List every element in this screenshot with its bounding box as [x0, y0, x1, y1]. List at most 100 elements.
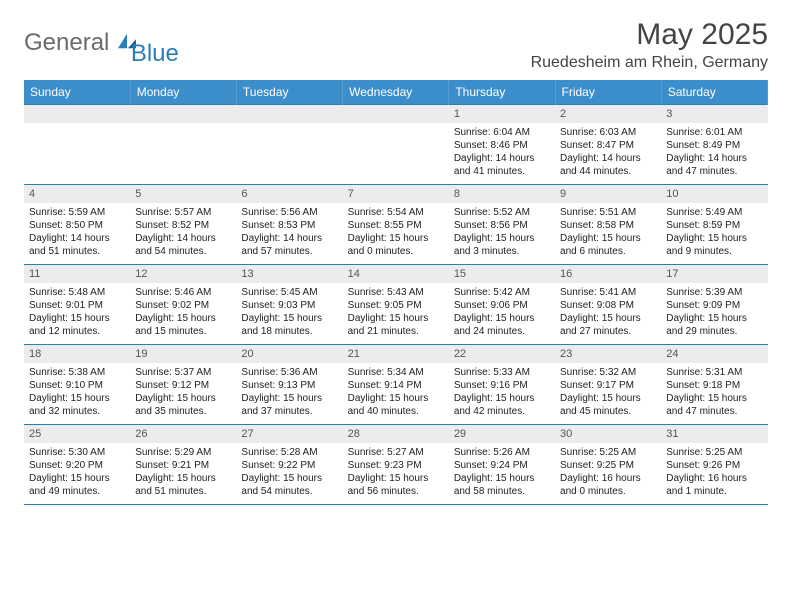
calendar-day-cell: 26Sunrise: 5:29 AMSunset: 9:21 PMDayligh…	[130, 425, 236, 505]
weekday-header: Saturday	[661, 80, 767, 105]
day-number: 20	[236, 345, 342, 363]
day-number: 18	[24, 345, 130, 363]
calendar-day-cell: 16Sunrise: 5:41 AMSunset: 9:08 PMDayligh…	[555, 265, 661, 345]
day-data: Sunrise: 5:54 AMSunset: 8:55 PMDaylight:…	[343, 203, 449, 264]
calendar-day-cell: 27Sunrise: 5:28 AMSunset: 9:22 PMDayligh…	[236, 425, 342, 505]
day-data	[343, 123, 449, 184]
day-number: 2	[555, 105, 661, 123]
day-data: Sunrise: 6:04 AMSunset: 8:46 PMDaylight:…	[449, 123, 555, 184]
calendar-day-cell: 5Sunrise: 5:57 AMSunset: 8:52 PMDaylight…	[130, 185, 236, 265]
weekday-header: Sunday	[24, 80, 130, 105]
day-number: 15	[449, 265, 555, 283]
calendar-day-cell: 20Sunrise: 5:36 AMSunset: 9:13 PMDayligh…	[236, 345, 342, 425]
day-number: 12	[130, 265, 236, 283]
calendar-day-cell: 30Sunrise: 5:25 AMSunset: 9:25 PMDayligh…	[555, 425, 661, 505]
calendar-day-cell: 8Sunrise: 5:52 AMSunset: 8:56 PMDaylight…	[449, 185, 555, 265]
weekday-header: Thursday	[449, 80, 555, 105]
day-data: Sunrise: 6:01 AMSunset: 8:49 PMDaylight:…	[661, 123, 767, 184]
day-number: 19	[130, 345, 236, 363]
title-block: May 2025 Ruedesheim am Rhein, Germany	[531, 18, 768, 72]
day-data: Sunrise: 5:52 AMSunset: 8:56 PMDaylight:…	[449, 203, 555, 264]
day-data	[236, 123, 342, 184]
calendar-week-row: 1Sunrise: 6:04 AMSunset: 8:46 PMDaylight…	[24, 105, 768, 185]
day-data: Sunrise: 5:38 AMSunset: 9:10 PMDaylight:…	[24, 363, 130, 424]
day-data: Sunrise: 5:26 AMSunset: 9:24 PMDaylight:…	[449, 443, 555, 504]
day-number: 16	[555, 265, 661, 283]
calendar-day-cell: 4Sunrise: 5:59 AMSunset: 8:50 PMDaylight…	[24, 185, 130, 265]
location-text: Ruedesheim am Rhein, Germany	[531, 54, 768, 72]
calendar-day-cell	[130, 105, 236, 185]
day-number: 14	[343, 265, 449, 283]
day-data: Sunrise: 5:36 AMSunset: 9:13 PMDaylight:…	[236, 363, 342, 424]
day-number: 17	[661, 265, 767, 283]
day-number: 5	[130, 185, 236, 203]
calendar-day-cell: 23Sunrise: 5:32 AMSunset: 9:17 PMDayligh…	[555, 345, 661, 425]
month-title: May 2025	[531, 18, 768, 52]
day-data: Sunrise: 5:31 AMSunset: 9:18 PMDaylight:…	[661, 363, 767, 424]
day-number: 7	[343, 185, 449, 203]
day-data: Sunrise: 5:33 AMSunset: 9:16 PMDaylight:…	[449, 363, 555, 424]
day-data: Sunrise: 6:03 AMSunset: 8:47 PMDaylight:…	[555, 123, 661, 184]
day-data: Sunrise: 5:25 AMSunset: 9:26 PMDaylight:…	[661, 443, 767, 504]
day-number	[343, 105, 449, 123]
day-number: 31	[661, 425, 767, 443]
day-data: Sunrise: 5:59 AMSunset: 8:50 PMDaylight:…	[24, 203, 130, 264]
calendar-day-cell: 21Sunrise: 5:34 AMSunset: 9:14 PMDayligh…	[343, 345, 449, 425]
day-number: 4	[24, 185, 130, 203]
day-number: 6	[236, 185, 342, 203]
calendar-day-cell: 11Sunrise: 5:48 AMSunset: 9:01 PMDayligh…	[24, 265, 130, 345]
day-data: Sunrise: 5:34 AMSunset: 9:14 PMDaylight:…	[343, 363, 449, 424]
calendar-day-cell: 15Sunrise: 5:42 AMSunset: 9:06 PMDayligh…	[449, 265, 555, 345]
day-number	[24, 105, 130, 123]
calendar-day-cell: 9Sunrise: 5:51 AMSunset: 8:58 PMDaylight…	[555, 185, 661, 265]
day-number: 24	[661, 345, 767, 363]
day-number: 21	[343, 345, 449, 363]
day-data: Sunrise: 5:45 AMSunset: 9:03 PMDaylight:…	[236, 283, 342, 344]
day-data: Sunrise: 5:48 AMSunset: 9:01 PMDaylight:…	[24, 283, 130, 344]
calendar-day-cell: 17Sunrise: 5:39 AMSunset: 9:09 PMDayligh…	[661, 265, 767, 345]
day-number: 27	[236, 425, 342, 443]
day-data: Sunrise: 5:30 AMSunset: 9:20 PMDaylight:…	[24, 443, 130, 504]
calendar-day-cell: 6Sunrise: 5:56 AMSunset: 8:53 PMDaylight…	[236, 185, 342, 265]
weekday-header: Wednesday	[343, 80, 449, 105]
day-number: 11	[24, 265, 130, 283]
day-number: 22	[449, 345, 555, 363]
calendar-week-row: 11Sunrise: 5:48 AMSunset: 9:01 PMDayligh…	[24, 265, 768, 345]
day-data: Sunrise: 5:46 AMSunset: 9:02 PMDaylight:…	[130, 283, 236, 344]
day-data: Sunrise: 5:51 AMSunset: 8:58 PMDaylight:…	[555, 203, 661, 264]
calendar-day-cell: 2Sunrise: 6:03 AMSunset: 8:47 PMDaylight…	[555, 105, 661, 185]
calendar-week-row: 4Sunrise: 5:59 AMSunset: 8:50 PMDaylight…	[24, 185, 768, 265]
day-number	[236, 105, 342, 123]
day-data: Sunrise: 5:25 AMSunset: 9:25 PMDaylight:…	[555, 443, 661, 504]
day-data	[130, 123, 236, 184]
calendar-day-cell: 7Sunrise: 5:54 AMSunset: 8:55 PMDaylight…	[343, 185, 449, 265]
day-data: Sunrise: 5:43 AMSunset: 9:05 PMDaylight:…	[343, 283, 449, 344]
calendar-day-cell: 12Sunrise: 5:46 AMSunset: 9:02 PMDayligh…	[130, 265, 236, 345]
calendar-day-cell: 13Sunrise: 5:45 AMSunset: 9:03 PMDayligh…	[236, 265, 342, 345]
weekday-header: Monday	[130, 80, 236, 105]
day-data: Sunrise: 5:57 AMSunset: 8:52 PMDaylight:…	[130, 203, 236, 264]
calendar-day-cell: 3Sunrise: 6:01 AMSunset: 8:49 PMDaylight…	[661, 105, 767, 185]
day-number: 30	[555, 425, 661, 443]
calendar-page: General Blue May 2025 Ruedesheim am Rhei…	[0, 0, 792, 523]
calendar-day-cell: 31Sunrise: 5:25 AMSunset: 9:26 PMDayligh…	[661, 425, 767, 505]
day-data: Sunrise: 5:32 AMSunset: 9:17 PMDaylight:…	[555, 363, 661, 424]
day-data: Sunrise: 5:42 AMSunset: 9:06 PMDaylight:…	[449, 283, 555, 344]
day-data: Sunrise: 5:39 AMSunset: 9:09 PMDaylight:…	[661, 283, 767, 344]
calendar-day-cell	[24, 105, 130, 185]
calendar-week-row: 18Sunrise: 5:38 AMSunset: 9:10 PMDayligh…	[24, 345, 768, 425]
day-number: 3	[661, 105, 767, 123]
brand-text-blue: Blue	[131, 40, 179, 68]
day-number: 29	[449, 425, 555, 443]
calendar-day-cell: 29Sunrise: 5:26 AMSunset: 9:24 PMDayligh…	[449, 425, 555, 505]
calendar-day-cell: 24Sunrise: 5:31 AMSunset: 9:18 PMDayligh…	[661, 345, 767, 425]
day-number: 13	[236, 265, 342, 283]
day-data	[24, 123, 130, 184]
day-data: Sunrise: 5:49 AMSunset: 8:59 PMDaylight:…	[661, 203, 767, 264]
calendar-body: 1Sunrise: 6:04 AMSunset: 8:46 PMDaylight…	[24, 105, 768, 505]
day-number: 23	[555, 345, 661, 363]
day-number: 10	[661, 185, 767, 203]
day-data: Sunrise: 5:56 AMSunset: 8:53 PMDaylight:…	[236, 203, 342, 264]
calendar-day-cell: 22Sunrise: 5:33 AMSunset: 9:16 PMDayligh…	[449, 345, 555, 425]
page-header: General Blue May 2025 Ruedesheim am Rhei…	[24, 18, 768, 72]
